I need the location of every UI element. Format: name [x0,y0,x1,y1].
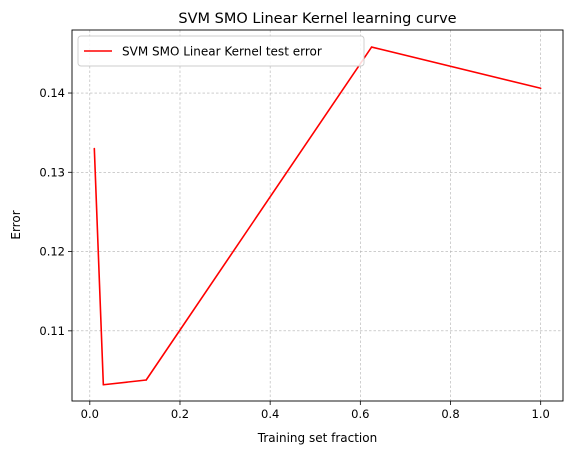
y-tick-label: 0.11 [39,324,65,338]
y-tick-label: 0.14 [39,86,65,100]
y-axis-label: Error [9,210,23,239]
series-line [94,47,540,385]
legend-label: SVM SMO Linear Kernel test error [122,45,322,59]
data-point [145,379,147,381]
x-axis-label: Training set fraction [257,431,377,445]
chart-title: SVM SMO Linear Kernel learning curve [178,11,456,27]
series-layer [94,46,542,385]
x-tick-label: 0.0 [81,407,99,421]
x-tick-label: 0.6 [351,407,369,421]
data-point [540,87,542,89]
data-point [371,46,373,48]
x-tick-label: 0.4 [261,407,279,421]
plot-frame [72,30,563,401]
legend: SVM SMO Linear Kernel test error [78,36,364,66]
y-tick-label: 0.12 [39,245,65,259]
data-point [103,384,105,386]
y-tick-label: 0.13 [39,165,65,179]
data-point [94,148,96,150]
x-tick-label: 0.2 [171,407,189,421]
x-tick-label: 0.8 [441,407,459,421]
axis-ticks: 0.0 0.2 0.4 0.6 0.8 1.0 0.11 0.12 0.13 0.14 [39,86,549,421]
grid-lines [72,30,563,401]
x-tick-label: 1.0 [532,407,550,421]
